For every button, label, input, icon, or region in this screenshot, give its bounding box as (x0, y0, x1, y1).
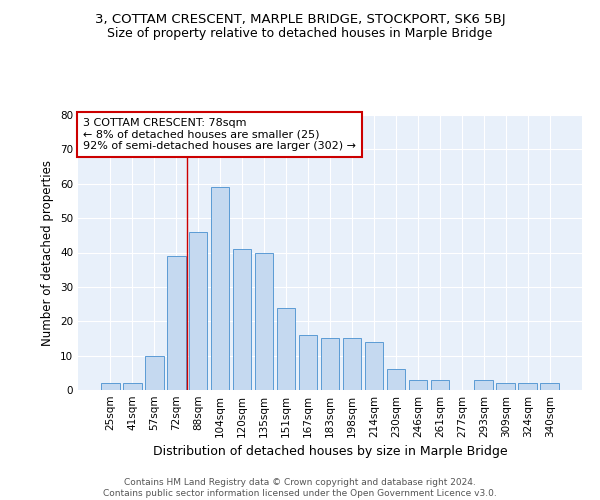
Bar (299, 335, 317, 390)
Bar (386, 370, 405, 390)
Bar (496, 383, 515, 390)
Bar (189, 232, 208, 390)
Bar (409, 380, 427, 390)
Bar (123, 383, 142, 390)
Bar (255, 252, 274, 390)
Bar (365, 342, 383, 390)
Bar (541, 383, 559, 390)
Text: 3 COTTAM CRESCENT: 78sqm
← 8% of detached houses are smaller (25)
92% of semi-de: 3 COTTAM CRESCENT: 78sqm ← 8% of detache… (83, 118, 356, 151)
Bar (211, 187, 229, 390)
Bar (145, 356, 164, 390)
Bar (277, 308, 295, 390)
Bar (233, 249, 251, 390)
Text: Contains HM Land Registry data © Crown copyright and database right 2024.
Contai: Contains HM Land Registry data © Crown c… (103, 478, 497, 498)
Bar (343, 338, 361, 390)
Bar (320, 338, 340, 390)
Bar (518, 383, 537, 390)
Bar (101, 383, 119, 390)
X-axis label: Distribution of detached houses by size in Marple Bridge: Distribution of detached houses by size … (152, 446, 508, 458)
Bar (431, 380, 449, 390)
Y-axis label: Number of detached properties: Number of detached properties (41, 160, 55, 346)
Text: Size of property relative to detached houses in Marple Bridge: Size of property relative to detached ho… (107, 28, 493, 40)
Text: 3, COTTAM CRESCENT, MARPLE BRIDGE, STOCKPORT, SK6 5BJ: 3, COTTAM CRESCENT, MARPLE BRIDGE, STOCK… (95, 12, 505, 26)
Bar (475, 380, 493, 390)
Bar (167, 256, 185, 390)
